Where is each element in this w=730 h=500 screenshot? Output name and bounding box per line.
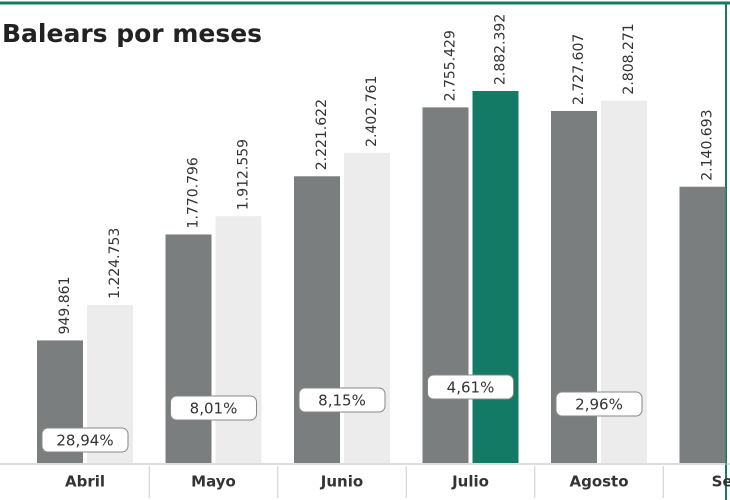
- x-tick-label: Abril: [65, 473, 105, 491]
- change-label: 8,01%: [190, 400, 238, 418]
- value-label: 2.221.622: [314, 99, 330, 170]
- x-tick-label: Agosto: [569, 473, 628, 491]
- bar: [679, 186, 726, 464]
- value-label: 1.770.796: [186, 157, 202, 228]
- change-badge: [298, 387, 386, 413]
- change-badge: [170, 395, 257, 421]
- change-badge: [555, 391, 643, 417]
- chart-title: Balears por meses: [2, 19, 262, 48]
- bar: [422, 107, 469, 464]
- value-label: 949.861: [57, 277, 73, 335]
- x-tick-label: Sep: [712, 473, 730, 491]
- change-label: 8,15%: [318, 392, 366, 410]
- value-label: 1.912.559: [236, 139, 252, 210]
- value-label: 2.727.607: [571, 34, 587, 105]
- x-tick-label: Junio: [320, 473, 363, 491]
- bar: [294, 176, 340, 463]
- value-label: 2.140.693: [700, 109, 716, 180]
- bar: [215, 216, 262, 463]
- change-label: 2,96%: [575, 396, 623, 414]
- x-tick-label: Julio: [451, 473, 489, 491]
- value-label: 1.224.753: [107, 228, 123, 299]
- value-label: 2.402.761: [364, 76, 380, 147]
- value-label: 2.882.392: [493, 14, 509, 85]
- value-label: 2.808.271: [621, 23, 637, 94]
- change-label: 28,94%: [56, 432, 113, 450]
- bar: [472, 91, 519, 463]
- change-badge: [41, 427, 129, 453]
- x-tick-label: Mayo: [191, 473, 236, 491]
- change-badge: [427, 374, 514, 400]
- change-label: 4,61%: [447, 379, 495, 397]
- value-label: 2.755.429: [443, 30, 459, 101]
- bar: [344, 152, 390, 463]
- bar: [165, 234, 212, 463]
